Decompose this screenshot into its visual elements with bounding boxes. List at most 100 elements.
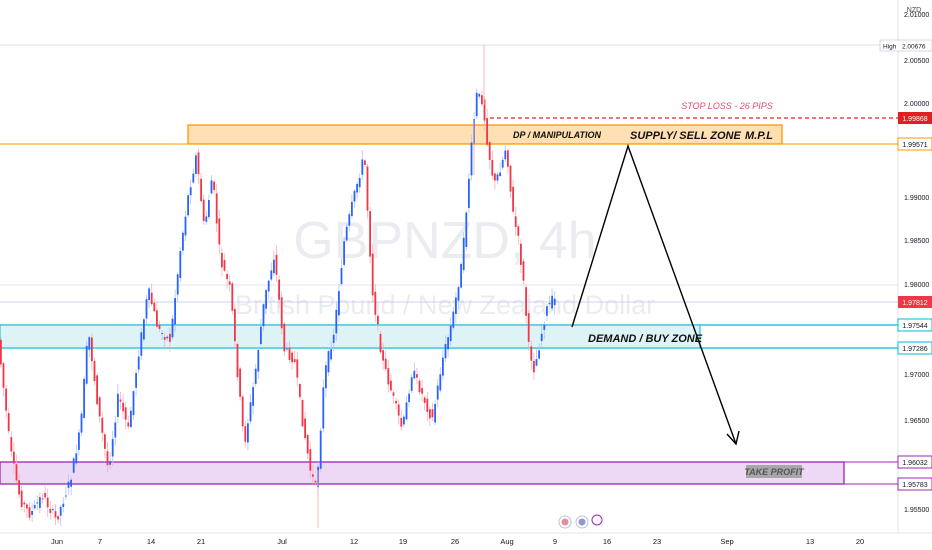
candle-body (345, 226, 348, 241)
candle-body (501, 159, 504, 168)
high-price-chip[interactable]: High 2.00676 (879, 39, 932, 52)
candle-body (254, 368, 257, 384)
candle-body (343, 241, 345, 265)
candle-body (496, 174, 499, 181)
candle-body (106, 451, 109, 466)
candle-body (465, 212, 468, 248)
stop-loss-label[interactable]: STOP LOSS - 26 PIPS (681, 101, 773, 111)
high-price-value: 2.00676 (902, 44, 926, 51)
candle-body (382, 350, 384, 361)
events-count-icon[interactable] (591, 514, 603, 526)
candle-body (491, 159, 494, 176)
mpl-label[interactable]: M.P.L (745, 130, 773, 142)
candle-body (481, 95, 483, 105)
candle-body (54, 511, 57, 518)
candle-body (436, 385, 439, 400)
candle-body (15, 464, 18, 481)
candle-body (553, 298, 556, 306)
candle-body (447, 337, 449, 350)
candle-body (410, 377, 413, 391)
candle-body (429, 409, 431, 419)
time-axis-tick: 16 (603, 537, 611, 546)
candle-body (530, 346, 533, 361)
candle-body (20, 490, 23, 507)
projection-path[interactable] (571, 143, 737, 445)
candle-body (470, 142, 473, 176)
candle-body (93, 360, 96, 381)
candle-body (397, 404, 400, 416)
stop-loss-label-bg (686, 99, 768, 112)
candle-body (390, 380, 392, 391)
time-axis-tick: 21 (197, 537, 205, 546)
candle-body (244, 426, 247, 442)
candle-body (78, 432, 80, 450)
demand-bottom-price-chip[interactable]: 1.97286 (897, 341, 932, 355)
candle-body (546, 306, 548, 316)
candle-body (57, 516, 59, 520)
candle-body (457, 287, 460, 301)
candle-body (338, 291, 340, 316)
candle-body (39, 497, 41, 508)
candle-body (174, 297, 176, 325)
candle-body (408, 393, 410, 403)
tp-top-price-chip[interactable]: 1.96032 (897, 455, 932, 469)
candle-body (192, 173, 195, 183)
candle-body (499, 172, 501, 176)
candle-body (10, 437, 13, 452)
high-prefix: High (883, 44, 897, 51)
candle-body (182, 232, 184, 251)
candle-body (67, 481, 70, 488)
candle-body (119, 399, 122, 402)
candle-body (543, 324, 546, 330)
candle-body (169, 333, 171, 342)
take-profit-label[interactable]: TAKE PROFIT (744, 467, 805, 477)
candle-body (371, 253, 374, 296)
candle-body (257, 349, 260, 372)
candle-body (377, 315, 379, 325)
candle-body (0, 339, 2, 365)
candle-body (319, 430, 322, 469)
tp-bottom-price-chip[interactable]: 1.95783 (897, 477, 932, 491)
candle-body (7, 413, 10, 432)
candle-body (478, 93, 481, 97)
candle-body (171, 318, 174, 338)
candle-body (195, 155, 197, 174)
current-price-chip[interactable]: 1.97812 (898, 296, 932, 308)
candle-body (291, 352, 293, 363)
candle-body (488, 142, 491, 160)
candle-body (98, 397, 101, 417)
supply-price-chip[interactable]: 1.99571 (897, 137, 932, 151)
candle-body (234, 308, 236, 342)
candle-body (296, 359, 299, 378)
candle-body (124, 407, 127, 420)
candle-body (189, 187, 192, 196)
candle-body (228, 281, 231, 285)
candle-body (231, 283, 234, 311)
stop-price-chip[interactable]: 1.99868 (898, 112, 932, 124)
candlestick-series[interactable] (0, 45, 556, 528)
price-axis-tick: 2.00500 (904, 58, 929, 65)
event-icons[interactable] (558, 514, 603, 529)
demand-top-price-chip[interactable]: 1.97544 (897, 318, 932, 332)
supply-zone-label[interactable]: SUPPLY/ SELL ZONE (630, 130, 741, 142)
candle-body (208, 199, 210, 218)
candle-body (130, 410, 132, 428)
candle-body (538, 350, 540, 359)
flag-nz-icon-inner (578, 518, 586, 526)
candle-body (288, 347, 291, 360)
take-profit-zone-box[interactable] (0, 461, 845, 485)
candle-body (356, 183, 358, 193)
demand-zone-label[interactable]: DEMAND / BUY ZONE (588, 333, 703, 345)
candle-body (413, 370, 416, 379)
candle-body (483, 99, 486, 121)
candle-body (2, 363, 5, 388)
candle-body (137, 356, 140, 370)
dp-manipulation-label[interactable]: DP / MANIPULATION (513, 130, 601, 140)
candle-body (205, 216, 208, 222)
candle-body (434, 403, 436, 423)
candle-body (80, 413, 83, 433)
price-axis-tick: 1.99000 (904, 195, 929, 202)
candle-body (44, 492, 46, 498)
current-price-value: 1.97812 (902, 300, 927, 307)
